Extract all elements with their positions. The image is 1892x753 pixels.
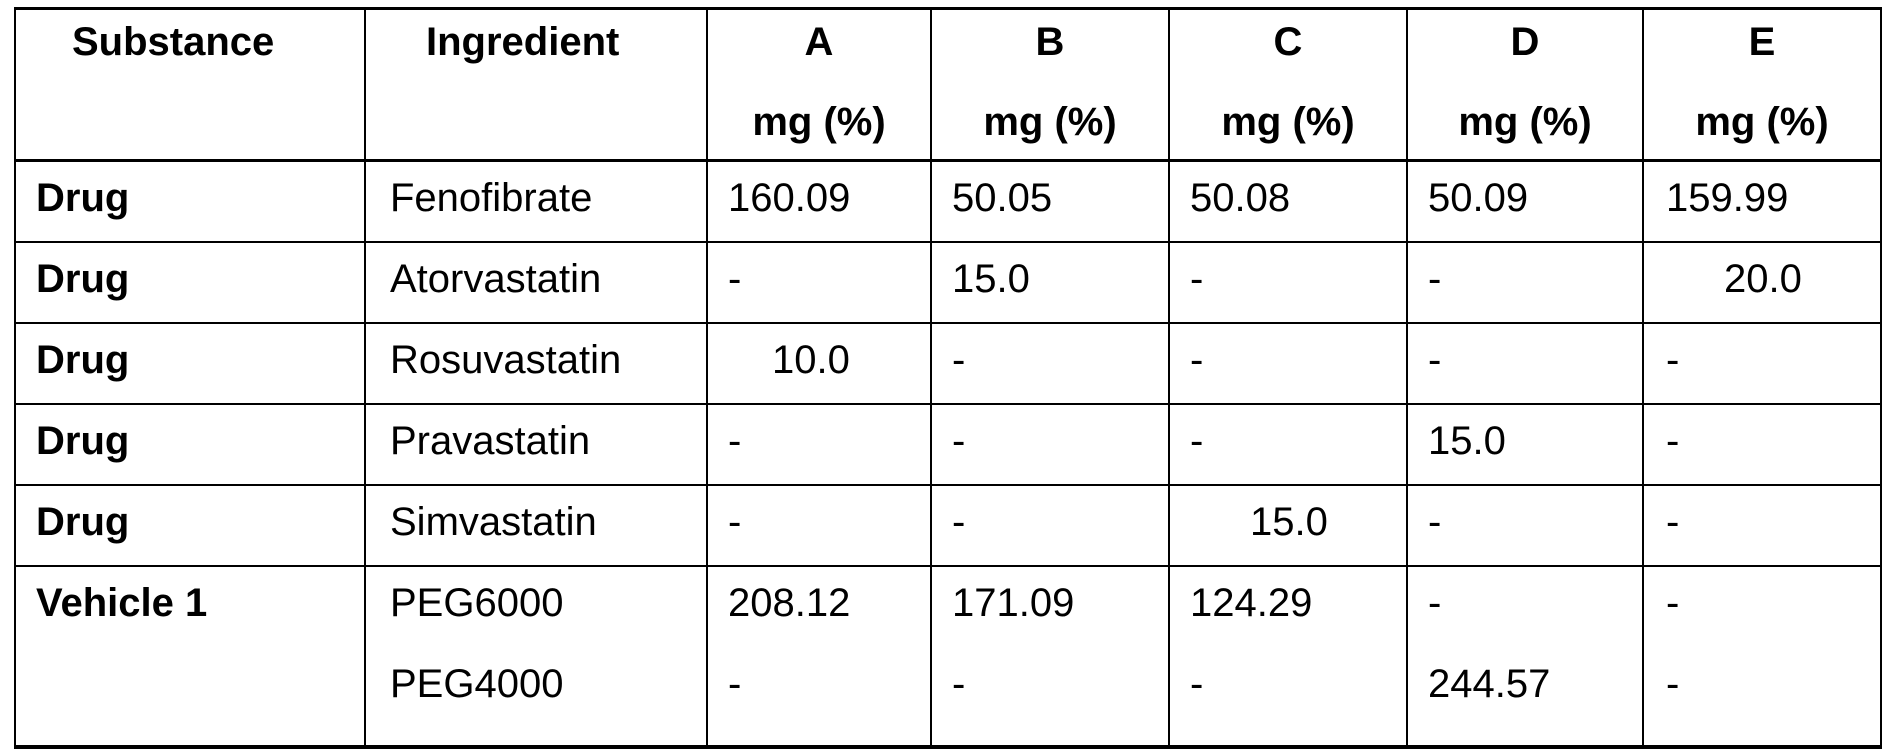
- table-row: Drug Simvastatin - - 15.0 - -: [15, 485, 1881, 566]
- value-cell-b: 171.09 -: [931, 566, 1169, 747]
- value-cell-e: -: [1643, 485, 1881, 566]
- ingredient-cell: Pravastatin: [365, 404, 707, 485]
- column-header-c: C mg (%): [1169, 9, 1407, 161]
- column-unit: mg (%): [932, 102, 1168, 142]
- value-cell-c: 50.08: [1169, 161, 1407, 242]
- substance-cell: Vehicle 1: [15, 566, 365, 747]
- ingredient-header: Ingredient: [365, 9, 707, 161]
- table-row: Drug Fenofibrate 160.09 50.05 50.08 50.0…: [15, 161, 1881, 242]
- value-cell-a: -: [707, 485, 931, 566]
- column-unit: mg (%): [1170, 102, 1406, 142]
- value-cell-c: -: [1169, 242, 1407, 323]
- value-cell-a: 160.09: [707, 161, 931, 242]
- value-line: -: [1428, 583, 1642, 664]
- ingredient-cell: Atorvastatin: [365, 242, 707, 323]
- value-cell-a: -: [707, 404, 931, 485]
- header-row: Substance Ingredient A mg (%) B mg (%) C…: [15, 9, 1881, 161]
- column-letter: C: [1170, 22, 1406, 102]
- value-line: -: [1666, 583, 1880, 664]
- ingredient-cell: PEG6000 PEG4000: [365, 566, 707, 747]
- ingredient-line: PEG4000: [390, 664, 706, 745]
- column-letter: A: [708, 22, 930, 102]
- value-cell-b: -: [931, 485, 1169, 566]
- value-cell-c: 15.0: [1169, 485, 1407, 566]
- value-cell-a: 208.12 -: [707, 566, 931, 747]
- value-cell-d: 15.0: [1407, 404, 1643, 485]
- value-line: 124.29: [1190, 583, 1406, 664]
- substance-cell: Drug: [15, 323, 365, 404]
- ingredient-cell: Rosuvastatin: [365, 323, 707, 404]
- column-unit: mg (%): [1408, 102, 1642, 142]
- column-letter: D: [1408, 22, 1642, 102]
- value-line: 244.57: [1428, 664, 1642, 745]
- table-row: Drug Rosuvastatin 10.0 - - - -: [15, 323, 1881, 404]
- value-cell-d: 50.09: [1407, 161, 1643, 242]
- table-row: Drug Atorvastatin - 15.0 - - 20.0: [15, 242, 1881, 323]
- value-line: -: [1666, 664, 1880, 745]
- value-cell-d: -: [1407, 242, 1643, 323]
- value-cell-b: -: [931, 404, 1169, 485]
- value-cell-d: -: [1407, 323, 1643, 404]
- value-cell-e: -: [1643, 323, 1881, 404]
- column-unit: mg (%): [1644, 102, 1880, 142]
- value-cell-d: - 244.57: [1407, 566, 1643, 747]
- table-row: Drug Pravastatin - - - 15.0 -: [15, 404, 1881, 485]
- value-line: -: [1190, 664, 1406, 745]
- value-cell-a: 10.0: [707, 323, 931, 404]
- value-cell-b: 50.05: [931, 161, 1169, 242]
- table-row-vehicle: Vehicle 1 PEG6000 PEG4000 208.12 - 171.0…: [15, 566, 1881, 747]
- column-header-a: A mg (%): [707, 9, 931, 161]
- value-cell-b: 15.0: [931, 242, 1169, 323]
- column-letter: B: [932, 22, 1168, 102]
- ingredient-cell: Fenofibrate: [365, 161, 707, 242]
- value-cell-b: -: [931, 323, 1169, 404]
- value-line: 208.12: [728, 583, 930, 664]
- substance-header: Substance: [15, 9, 365, 161]
- value-cell-e: - -: [1643, 566, 1881, 747]
- column-header-b: B mg (%): [931, 9, 1169, 161]
- value-cell-c: -: [1169, 323, 1407, 404]
- substance-cell: Drug: [15, 404, 365, 485]
- value-line: -: [728, 664, 930, 745]
- value-cell-a: -: [707, 242, 931, 323]
- value-line: -: [952, 664, 1168, 745]
- ingredient-line: PEG6000: [390, 583, 706, 664]
- substance-cell: Drug: [15, 485, 365, 566]
- substance-cell: Drug: [15, 242, 365, 323]
- value-cell-e: -: [1643, 404, 1881, 485]
- value-cell-d: -: [1407, 485, 1643, 566]
- formulation-table: Substance Ingredient A mg (%) B mg (%) C…: [14, 7, 1882, 749]
- value-cell-c: 124.29 -: [1169, 566, 1407, 747]
- ingredient-cell: Simvastatin: [365, 485, 707, 566]
- value-cell-e: 159.99: [1643, 161, 1881, 242]
- value-cell-c: -: [1169, 404, 1407, 485]
- column-header-e: E mg (%): [1643, 9, 1881, 161]
- column-letter: E: [1644, 22, 1880, 102]
- value-cell-e: 20.0: [1643, 242, 1881, 323]
- value-line: 171.09: [952, 583, 1168, 664]
- column-unit: mg (%): [708, 102, 930, 142]
- substance-cell: Drug: [15, 161, 365, 242]
- column-header-d: D mg (%): [1407, 9, 1643, 161]
